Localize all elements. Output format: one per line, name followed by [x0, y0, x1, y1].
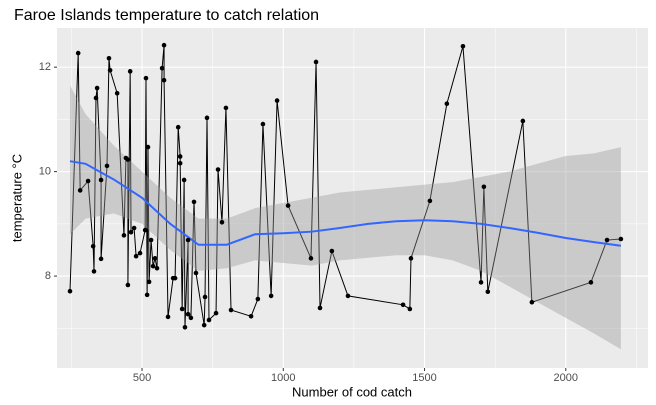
data-point — [77, 188, 83, 193]
data-point — [143, 75, 149, 81]
y-tick-label: 12 — [39, 61, 51, 73]
data-point — [407, 306, 413, 312]
y-tick-label: 8 — [45, 270, 51, 282]
data-point — [285, 203, 291, 208]
x-tick-label: 500 — [133, 372, 151, 384]
data-point — [181, 177, 187, 183]
data-point — [427, 198, 433, 204]
y-tick-label: 10 — [39, 166, 51, 178]
data-point — [478, 280, 484, 285]
data-point — [618, 236, 624, 242]
data-point — [204, 115, 210, 121]
data-point — [400, 302, 406, 308]
data-point — [185, 311, 191, 317]
x-tick-label: 2000 — [554, 372, 578, 384]
data-point — [179, 306, 185, 312]
data-point — [317, 305, 323, 311]
data-point — [255, 296, 261, 302]
data-point — [106, 55, 112, 61]
data-point — [213, 310, 219, 316]
data-point — [274, 98, 280, 103]
data-point — [165, 314, 171, 320]
data-point — [588, 280, 594, 285]
data-point — [202, 294, 208, 300]
data-point — [98, 177, 104, 183]
data-point — [188, 315, 194, 321]
x-axis-label: Number of cod catch — [292, 384, 412, 399]
data-point — [175, 124, 181, 130]
data-point — [104, 163, 110, 169]
smooth-line — [69, 160, 622, 247]
data-point — [215, 167, 221, 172]
data-point — [260, 121, 266, 127]
data-point — [148, 237, 154, 243]
data-point — [313, 59, 319, 65]
x-tick-label: 1000 — [271, 372, 295, 384]
data-point — [161, 42, 167, 48]
data-point — [520, 118, 526, 124]
data-point — [329, 248, 335, 254]
data-point — [172, 275, 178, 281]
data-point — [193, 270, 199, 276]
data-point — [125, 157, 131, 162]
data-point — [75, 50, 81, 56]
data-point — [67, 288, 73, 294]
data-point — [219, 219, 225, 225]
data-point — [128, 229, 134, 235]
data-point — [94, 85, 100, 91]
data-point — [248, 313, 254, 319]
data-point — [150, 263, 156, 269]
x-tick-label: 1500 — [412, 372, 436, 384]
confidence-band — [69, 85, 621, 350]
data-point — [408, 256, 414, 261]
data-point — [125, 282, 131, 288]
data-point — [85, 178, 91, 184]
data-point — [604, 237, 610, 243]
y-axis-label: temperature °C — [9, 154, 24, 242]
data-point — [154, 265, 160, 271]
data-point — [529, 299, 535, 305]
data-point — [159, 65, 165, 71]
data-point — [90, 244, 96, 249]
data-point — [146, 279, 152, 285]
data-point — [191, 199, 197, 205]
data-point — [182, 324, 188, 330]
data-point — [152, 256, 158, 261]
data-point — [98, 256, 104, 262]
data-point — [121, 233, 127, 238]
data-point — [460, 43, 466, 49]
data-point — [133, 253, 139, 259]
panel — [57, 28, 648, 368]
data-point — [93, 95, 99, 101]
data-point — [185, 237, 191, 243]
data-point — [345, 293, 351, 299]
data-point — [485, 289, 491, 295]
data-point — [444, 101, 450, 107]
data-point — [114, 90, 120, 96]
data-point — [223, 105, 229, 111]
data-point — [145, 144, 151, 150]
data-point — [91, 269, 97, 274]
data-point — [268, 293, 274, 299]
data-point — [127, 69, 133, 74]
data-point — [228, 307, 234, 313]
data-point — [206, 317, 212, 323]
data-point — [142, 227, 148, 233]
data-point — [107, 68, 113, 73]
chart-title: Faroe Islands temperature to catch relat… — [14, 7, 319, 24]
data-point — [144, 292, 150, 298]
data-point — [308, 256, 314, 261]
data-point — [137, 250, 143, 256]
data-point — [161, 77, 167, 83]
data-point — [131, 225, 137, 231]
data-point — [177, 154, 183, 159]
data-point — [201, 322, 207, 328]
data-point — [177, 160, 183, 166]
data-point — [481, 184, 487, 190]
